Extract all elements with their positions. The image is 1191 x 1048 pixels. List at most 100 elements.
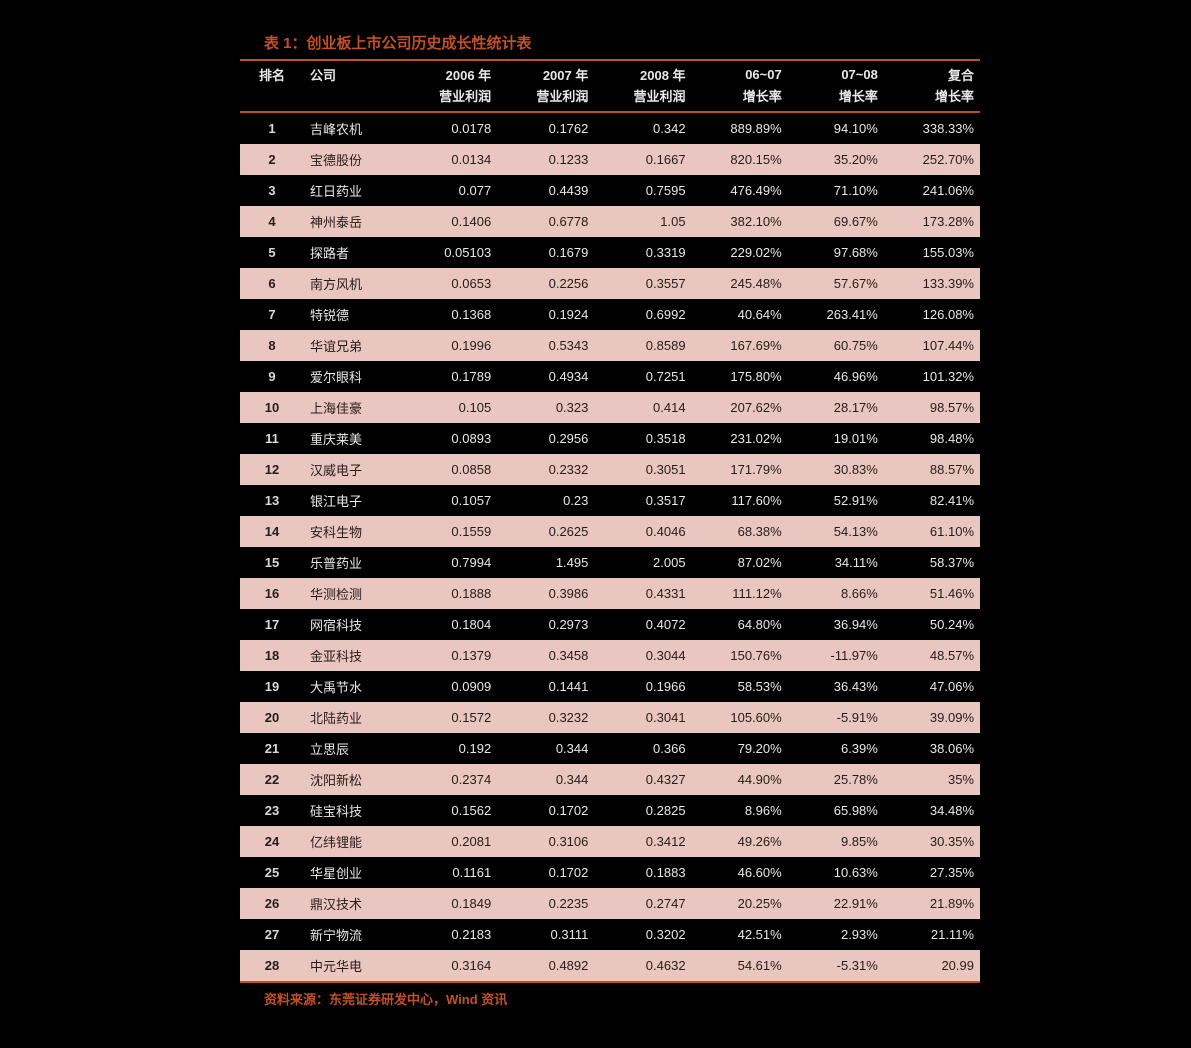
cell-g0708: 6.39% (788, 733, 884, 764)
cell-cagr: 21.11% (884, 919, 980, 950)
cell-2007: 0.344 (497, 733, 594, 764)
cell-2007: 0.1702 (497, 857, 594, 888)
cell-2007: 0.3111 (497, 919, 594, 950)
col-header-cagr: 复合 (884, 60, 980, 86)
cell-g0607: 42.51% (692, 919, 788, 950)
cell-2007: 0.1762 (497, 112, 594, 144)
cell-g0708: 36.94% (788, 609, 884, 640)
cell-company: 大禹节水 (304, 671, 400, 702)
cell-2008: 0.4331 (594, 578, 691, 609)
cell-2006: 0.0134 (400, 144, 497, 175)
cell-rank: 27 (240, 919, 304, 950)
cell-rank: 3 (240, 175, 304, 206)
cell-2006: 0.0893 (400, 423, 497, 454)
cell-company: 红日药业 (304, 175, 400, 206)
cell-2007: 0.323 (497, 392, 594, 423)
cell-rank: 4 (240, 206, 304, 237)
cell-cagr: 34.48% (884, 795, 980, 826)
cell-2007: 0.2625 (497, 516, 594, 547)
table-row: 1吉峰农机0.01780.17620.342889.89%94.10%338.3… (240, 112, 980, 144)
cell-g0708: 65.98% (788, 795, 884, 826)
cell-g0708: 34.11% (788, 547, 884, 578)
cell-2006: 0.2183 (400, 919, 497, 950)
cell-2008: 2.005 (594, 547, 691, 578)
cell-2007: 0.23 (497, 485, 594, 516)
cell-cagr: 39.09% (884, 702, 980, 733)
cell-rank: 17 (240, 609, 304, 640)
table-wrapper: 表 1：创业板上市公司历史成长性统计表 排名 公司 2006 年 2007 年 … (240, 32, 980, 1008)
cell-2006: 0.1057 (400, 485, 497, 516)
table-row: 6南方风机0.06530.22560.3557245.48%57.67%133.… (240, 268, 980, 299)
page-container: 表 1：创业板上市公司历史成长性统计表 排名 公司 2006 年 2007 年 … (0, 0, 1191, 1048)
cell-g0708: 2.93% (788, 919, 884, 950)
cell-g0607: 229.02% (692, 237, 788, 268)
cell-g0708: 46.96% (788, 361, 884, 392)
table-row: 20北陆药业0.15720.32320.3041105.60%-5.91%39.… (240, 702, 980, 733)
table-row: 4神州泰岳0.14060.67781.05382.10%69.67%173.28… (240, 206, 980, 237)
cell-2006: 0.1804 (400, 609, 497, 640)
cell-2007: 0.1679 (497, 237, 594, 268)
cell-g0607: 171.79% (692, 454, 788, 485)
cell-rank: 5 (240, 237, 304, 268)
cell-g0607: 87.02% (692, 547, 788, 578)
cell-g0607: 79.20% (692, 733, 788, 764)
cell-2006: 0.7994 (400, 547, 497, 578)
cell-cagr: 58.37% (884, 547, 980, 578)
table-row: 21立思辰0.1920.3440.36679.20%6.39%38.06% (240, 733, 980, 764)
cell-2006: 0.1562 (400, 795, 497, 826)
col-header-2006: 2006 年 (400, 60, 497, 86)
cell-g0708: 28.17% (788, 392, 884, 423)
cell-rank: 15 (240, 547, 304, 578)
cell-2008: 0.2825 (594, 795, 691, 826)
cell-company: 汉威电子 (304, 454, 400, 485)
cell-g0607: 175.80% (692, 361, 788, 392)
cell-g0607: 231.02% (692, 423, 788, 454)
cell-cagr: 61.10% (884, 516, 980, 547)
cell-g0607: 105.60% (692, 702, 788, 733)
cell-rank: 24 (240, 826, 304, 857)
cell-cagr: 21.89% (884, 888, 980, 919)
cell-g0708: 54.13% (788, 516, 884, 547)
cell-g0708: -11.97% (788, 640, 884, 671)
cell-cagr: 50.24% (884, 609, 980, 640)
cell-g0607: 46.60% (692, 857, 788, 888)
cell-company: 中元华电 (304, 950, 400, 982)
cell-cagr: 82.41% (884, 485, 980, 516)
cell-company: 华星创业 (304, 857, 400, 888)
cell-rank: 9 (240, 361, 304, 392)
cell-2007: 0.2256 (497, 268, 594, 299)
table-row: 5探路者0.051030.16790.3319229.02%97.68%155.… (240, 237, 980, 268)
cell-rank: 10 (240, 392, 304, 423)
cell-2006: 0.1161 (400, 857, 497, 888)
cell-2007: 0.3106 (497, 826, 594, 857)
col-header-2008: 2008 年 (594, 60, 691, 86)
cell-cagr: 133.39% (884, 268, 980, 299)
cell-2007: 0.344 (497, 764, 594, 795)
cell-2008: 0.2747 (594, 888, 691, 919)
table-row: 24亿纬锂能0.20810.31060.341249.26%9.85%30.35… (240, 826, 980, 857)
cell-g0607: 64.80% (692, 609, 788, 640)
table-header: 排名 公司 2006 年 2007 年 2008 年 06~07 07~08 复… (240, 60, 980, 112)
cell-rank: 19 (240, 671, 304, 702)
cell-company: 重庆莱美 (304, 423, 400, 454)
cell-2008: 0.7595 (594, 175, 691, 206)
cell-rank: 25 (240, 857, 304, 888)
cell-2006: 0.0178 (400, 112, 497, 144)
cell-company: 上海佳豪 (304, 392, 400, 423)
table-row: 12汉威电子0.08580.23320.3051171.79%30.83%88.… (240, 454, 980, 485)
cell-company: 吉峰农机 (304, 112, 400, 144)
cell-2007: 0.1924 (497, 299, 594, 330)
cell-2008: 0.3518 (594, 423, 691, 454)
cell-2006: 0.1559 (400, 516, 497, 547)
cell-cagr: 252.70% (884, 144, 980, 175)
cell-g0708: 30.83% (788, 454, 884, 485)
cell-2006: 0.1849 (400, 888, 497, 919)
cell-company: 华谊兄弟 (304, 330, 400, 361)
cell-company: 宝德股份 (304, 144, 400, 175)
table-row: 9爱尔眼科0.17890.49340.7251175.80%46.96%101.… (240, 361, 980, 392)
cell-rank: 11 (240, 423, 304, 454)
table-row: 23硅宝科技0.15620.17020.28258.96%65.98%34.48… (240, 795, 980, 826)
cell-g0607: 49.26% (692, 826, 788, 857)
cell-g0607: 54.61% (692, 950, 788, 982)
cell-company: 亿纬锂能 (304, 826, 400, 857)
